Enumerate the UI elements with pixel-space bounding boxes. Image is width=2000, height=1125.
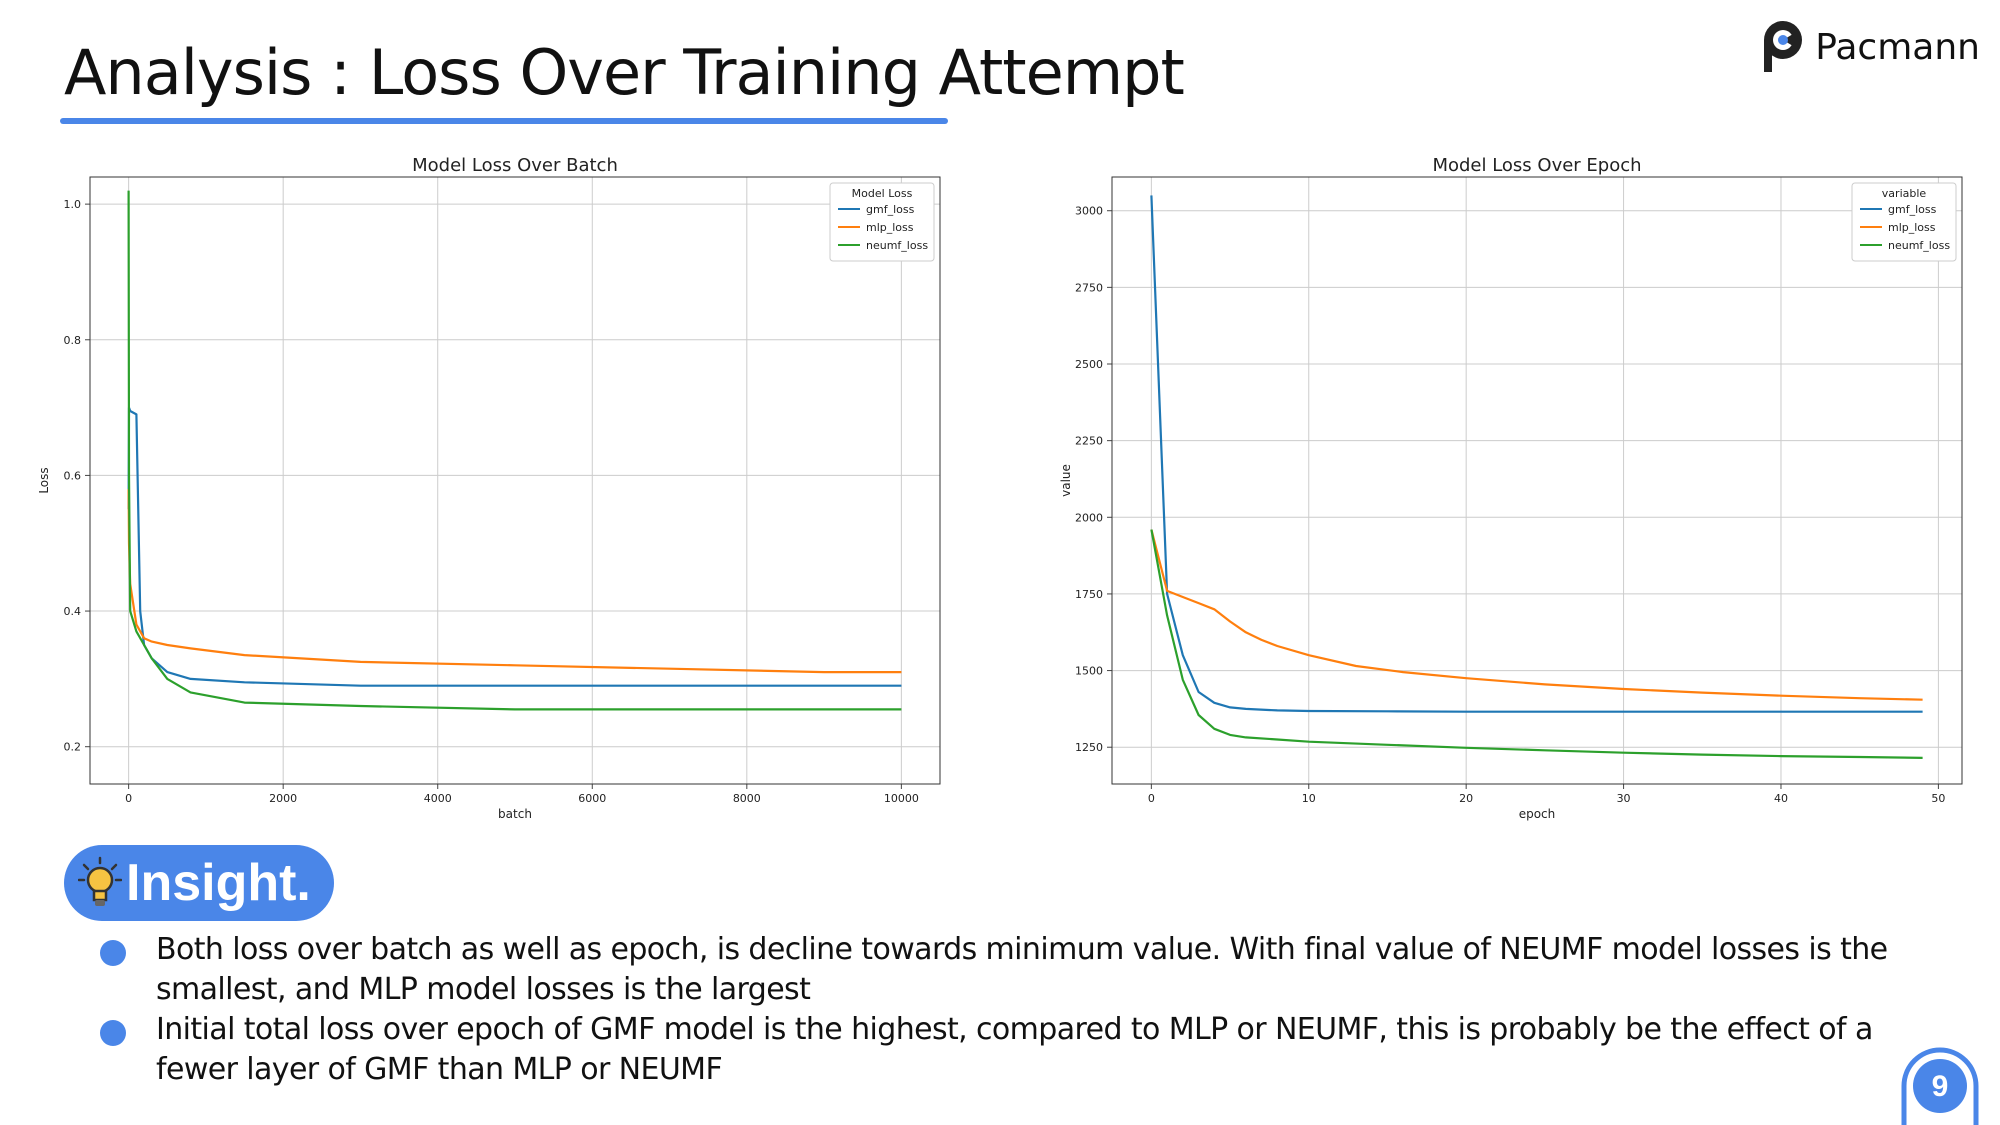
bullet-dot (100, 1020, 126, 1046)
y-tick-label: 1750 (1075, 588, 1103, 601)
x-tick-label: 50 (1931, 792, 1945, 805)
series-line-neumf_loss (127, 190, 902, 711)
legend-label: mlp_loss (1888, 221, 1936, 234)
legend-title: Model Loss (852, 187, 913, 200)
insight-text: Initial total loss over epoch of GMF mod… (156, 1012, 1873, 1087)
pacmann-logo-icon (1764, 21, 1803, 72)
y-tick-label: 2250 (1075, 435, 1103, 448)
plot-frame (89, 176, 941, 785)
x-tick-label: 0 (125, 792, 132, 805)
brand-logo: Pacmann (1761, 20, 1980, 74)
series-group (127, 190, 902, 711)
y-tick-label: 1250 (1075, 741, 1103, 754)
x-tick-label: 6000 (578, 792, 606, 805)
x-tick-label: 40 (1774, 792, 1788, 805)
x-tick-label: 30 (1617, 792, 1631, 805)
insight-list: Both loss over batch as well as epoch, i… (96, 930, 1926, 1090)
lightbulb-icon (78, 856, 122, 906)
brand-name: Pacmann (1815, 26, 1980, 68)
insight-badge: Insight. (64, 845, 334, 921)
legend-box (1851, 182, 1957, 262)
bullet-dot (100, 940, 126, 966)
series-group (1150, 195, 1923, 759)
insight-bullet: Initial total loss over epoch of GMF mod… (96, 1010, 1926, 1090)
y-tick-label: 0.6 (64, 469, 82, 482)
legend-label: gmf_loss (866, 203, 915, 216)
series-line-gmf_loss (1150, 195, 1923, 713)
x-axis-label: batch (498, 807, 532, 821)
insight-bullet: Both loss over batch as well as epoch, i… (96, 930, 1926, 1010)
legend-label: gmf_loss (1888, 203, 1937, 216)
y-tick-label: 0.8 (64, 334, 82, 347)
y-tick-label: 2500 (1075, 358, 1103, 371)
chart-title: Model Loss Over Batch (412, 155, 618, 176)
y-tick-label: 0.4 (64, 605, 82, 618)
legend-label: neumf_loss (1888, 239, 1950, 252)
y-tick-label: 1.0 (64, 198, 82, 211)
chart-model-loss-over-batch: Model Loss Over Batch 0 2000 4000 6000 8000 10… (37, 155, 941, 821)
x-tick-label: 20 (1459, 792, 1473, 805)
x-axis-label: epoch (1519, 807, 1556, 821)
chart-title: Model Loss Over Epoch (1432, 155, 1641, 176)
y-tick-label: 3000 (1075, 205, 1103, 218)
x-tick-label: 10 (1302, 792, 1316, 805)
x-tick-label: 10000 (884, 792, 919, 805)
page-title: Analysis : Loss Over Training Attempt (64, 36, 1185, 109)
legend-label: mlp_loss (866, 221, 914, 234)
y-tick-label: 1500 (1075, 665, 1103, 678)
plot-frame (1111, 176, 1963, 785)
legend-box (829, 182, 935, 262)
page-number-badge: 9 (1901, 1047, 1979, 1125)
series-line-mlp_loss (127, 488, 902, 674)
series-line-gmf_loss (127, 406, 902, 687)
legend-title: variable (1882, 187, 1927, 200)
title-underline (60, 118, 948, 124)
page-number: 9 (1932, 1070, 1949, 1103)
y-tick-label: 2750 (1075, 281, 1103, 294)
y-tick-label: 0.2 (64, 741, 82, 754)
y-axis-label: value (1059, 464, 1073, 497)
y-tick-label: 2000 (1075, 511, 1103, 524)
legend-label: neumf_loss (866, 239, 928, 252)
insight-label: Insight. (126, 854, 311, 912)
series-line-mlp_loss (1150, 529, 1923, 701)
x-tick-label: 0 (1148, 792, 1155, 805)
chart-model-loss-over-epoch: Model Loss Over Epoch 0 10 20 30 40 50 1250 1500… (1059, 155, 1963, 821)
x-tick-label: 2000 (269, 792, 297, 805)
series-line-neumf_loss (1150, 529, 1923, 759)
x-tick-label: 8000 (733, 792, 761, 805)
insight-text: Both loss over batch as well as epoch, i… (156, 932, 1888, 1007)
x-tick-label: 4000 (424, 792, 452, 805)
y-axis-label: Loss (37, 467, 51, 493)
